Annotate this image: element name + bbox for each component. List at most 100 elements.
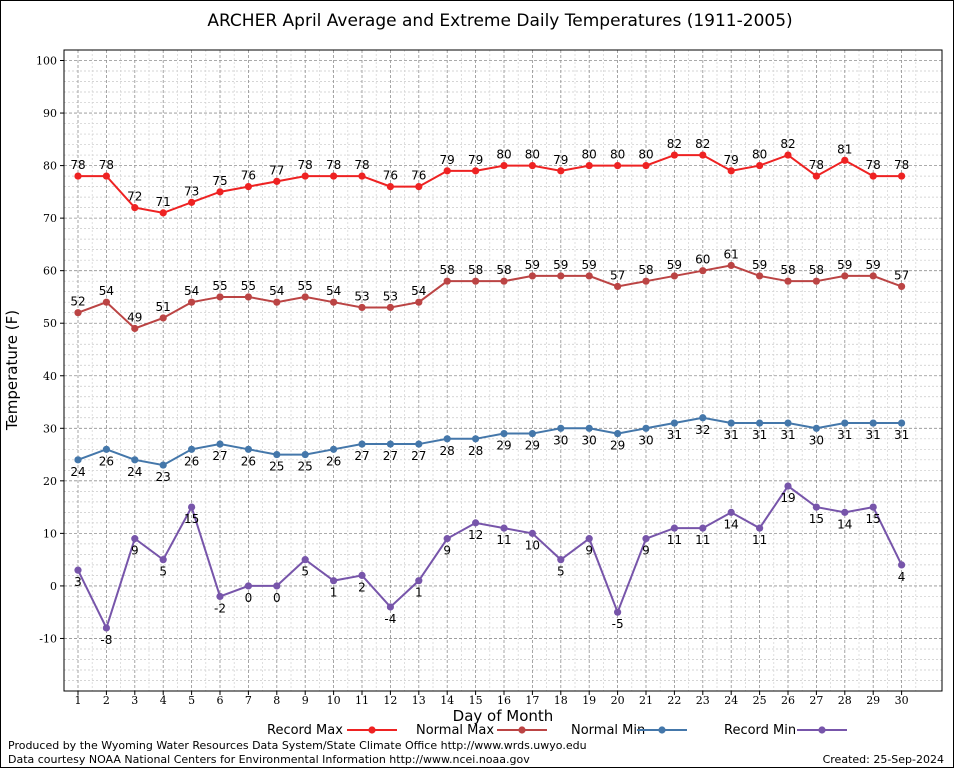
data-label-normal-min: 29 [610, 439, 625, 453]
x-tick-label: 19 [582, 694, 596, 707]
data-point-normal-max [699, 267, 707, 275]
data-point-record-min [756, 524, 764, 532]
data-point-normal-max [443, 277, 451, 285]
x-tick-label: 14 [440, 694, 454, 707]
data-label-record-min: 9 [642, 544, 650, 558]
legend-swatch-marker-record-min [818, 726, 826, 734]
data-label-normal-min: 28 [468, 444, 483, 458]
data-label-normal-max: 57 [610, 268, 625, 282]
y-axis-ticks: -10 0 10 20 30 40 50 60 70 80 90 100 [36, 55, 64, 645]
x-tick-label: 24 [724, 694, 738, 707]
data-label-record-min: 1 [330, 586, 338, 600]
data-point-normal-max [898, 282, 906, 291]
data-point-record-min [472, 519, 480, 527]
x-tick-label: 23 [696, 694, 710, 707]
data-label-normal-max: 54 [326, 284, 341, 298]
data-point-normal-max [670, 272, 679, 280]
data-label-normal-max: 58 [496, 263, 511, 277]
data-label-normal-min: 31 [780, 428, 795, 442]
data-label-record-max: 78 [326, 158, 341, 172]
data-point-normal-max [216, 293, 224, 301]
data-point-normal-max [756, 272, 764, 280]
data-point-record-max [330, 172, 338, 180]
data-label-record-min: -2 [214, 601, 226, 615]
data-label-record-max: 78 [809, 158, 824, 172]
data-label-normal-min: 31 [752, 428, 767, 442]
data-point-record-min [273, 582, 281, 590]
data-label-normal-min: 31 [667, 428, 682, 442]
x-tick-label: 28 [838, 694, 852, 707]
x-axis-ticks: 1 2 3 4 5 6 7 8 9 10 11 12 13 14 15 16 17 18 19 20 21 22 23 24 2… [75, 691, 909, 707]
data-point-normal-max [841, 272, 849, 280]
data-label-normal-min: 26 [241, 454, 256, 468]
data-label-record-max: 80 [638, 148, 653, 162]
data-point-record-max [841, 156, 849, 164]
data-label-record-max: 72 [127, 190, 142, 204]
x-tick-label: 1 [75, 694, 82, 707]
data-label-record-max: 73 [184, 184, 199, 198]
data-label-record-max: 79 [440, 153, 455, 167]
data-point-normal-min [443, 435, 451, 443]
data-label-record-min: 5 [557, 565, 565, 579]
data-point-normal-min [500, 429, 508, 438]
x-tick-label: 10 [327, 694, 341, 707]
legend: Record Max Normal Max Normal Min Record Min [267, 723, 847, 738]
data-label-normal-max: 54 [269, 284, 284, 298]
x-axis-label: Day of Month [453, 707, 554, 725]
data-point-normal-min [358, 440, 366, 448]
footer-created-date: Created: 25-Sep-2024 [823, 753, 944, 766]
data-point-normal-min [216, 440, 224, 448]
y-axis-label: Temperature (F) [3, 310, 21, 431]
data-point-normal-max [415, 298, 423, 306]
data-point-normal-min [898, 419, 906, 427]
data-label-normal-max: 55 [241, 279, 256, 293]
data-point-record-min [415, 577, 423, 585]
x-tick-label: 3 [131, 694, 138, 707]
data-point-normal-max [812, 277, 821, 285]
legend-item-normal-min: Normal Min [571, 723, 687, 738]
series-line-record-max [78, 153, 902, 214]
data-point-record-max [585, 161, 593, 170]
data-point-normal-max [472, 277, 480, 285]
data-label-record-max: 79 [553, 153, 568, 167]
data-point-normal-min [869, 419, 877, 427]
y-tick-label: 40 [43, 370, 57, 383]
data-point-record-min [159, 556, 167, 564]
data-label-record-min: 3 [74, 575, 82, 589]
data-point-record-min [727, 508, 735, 516]
data-label-record-min: 19 [780, 491, 795, 505]
data-point-record-min [386, 603, 394, 611]
data-point-record-min [216, 592, 224, 601]
data-point-normal-max [557, 272, 565, 280]
data-point-record-min [614, 608, 622, 616]
legend-swatch-marker-normal-max [518, 726, 526, 734]
data-point-record-max [614, 161, 622, 170]
x-tick-label: 29 [866, 694, 880, 707]
data-label-record-min: 11 [496, 533, 511, 547]
data-label-record-min: 5 [301, 565, 309, 579]
data-point-normal-min [784, 419, 792, 427]
data-point-record-max [443, 167, 451, 175]
data-label-record-max: 80 [496, 148, 511, 162]
data-label-normal-min: 30 [809, 433, 824, 447]
data-label-record-max: 76 [383, 169, 398, 183]
data-point-record-min [74, 566, 82, 574]
x-tick-label: 5 [188, 694, 195, 707]
data-label-record-max: 80 [525, 148, 540, 162]
data-point-record-max [528, 161, 537, 170]
data-point-normal-max [330, 298, 338, 306]
data-label-normal-min: 29 [496, 439, 511, 453]
data-label-record-min: 14 [837, 517, 852, 531]
data-label-record-min: 5 [159, 565, 167, 579]
data-point-normal-min [756, 419, 764, 427]
data-point-record-min [102, 624, 110, 632]
data-point-normal-min [699, 414, 707, 422]
data-label-record-max: 81 [837, 142, 852, 156]
data-point-record-max [784, 151, 792, 159]
data-label-normal-max: 58 [638, 263, 653, 277]
data-label-normal-min: 30 [582, 433, 597, 447]
data-label-record-min: 1 [415, 586, 423, 600]
data-label-normal-min: 27 [383, 449, 398, 463]
data-label-normal-min: 30 [553, 433, 568, 447]
data-point-normal-max [131, 324, 139, 333]
